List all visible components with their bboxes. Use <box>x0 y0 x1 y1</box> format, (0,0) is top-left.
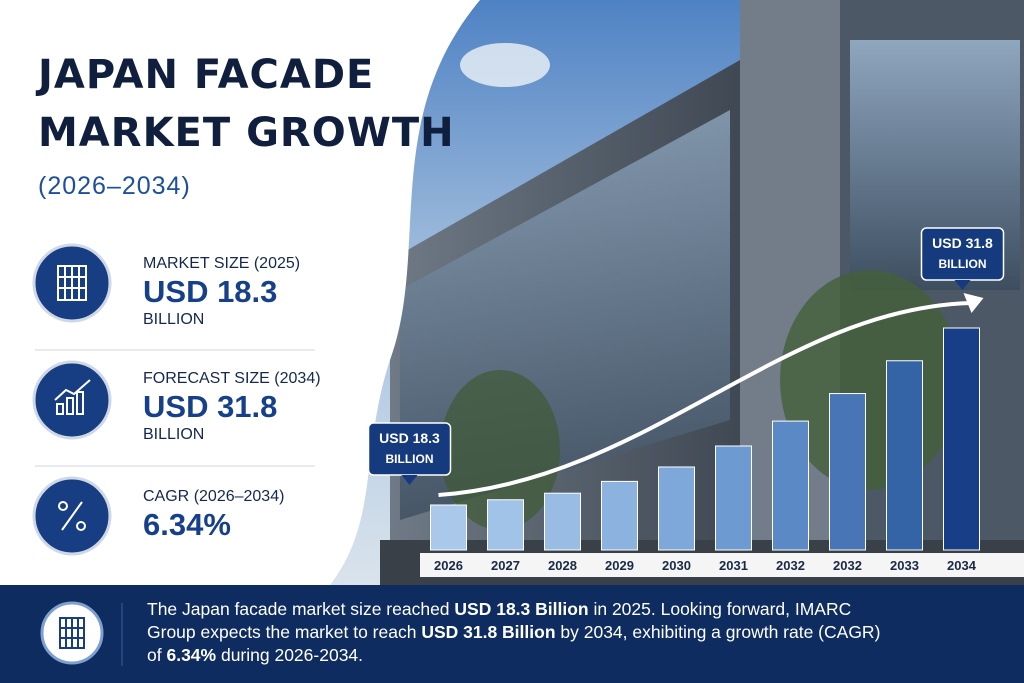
title: JAPAN FACADE MARKET GROWTH <box>38 46 455 162</box>
bar <box>886 360 923 551</box>
bar <box>487 499 524 551</box>
arrow-head <box>963 293 984 313</box>
x-tick-label: 2029 <box>605 558 634 573</box>
bar <box>772 420 809 551</box>
x-tick-label: 2028 <box>548 558 577 573</box>
bar <box>658 466 695 551</box>
footer-segment: The Japan facade market size reached <box>147 599 455 619</box>
callout-pointer <box>954 280 971 290</box>
stat-unit: BILLION <box>143 311 205 328</box>
title-line: JAPAN FACADE <box>38 52 375 98</box>
stat-label: MARKET SIZE <box>143 255 250 272</box>
x-tick-label: 2027 <box>491 558 520 573</box>
bar <box>943 327 980 551</box>
title-line: MARKET GROWTH <box>38 110 455 156</box>
x-tick-label: 2031 <box>719 558 748 573</box>
footer-segment: by 2034, exhibiting a growth rate (CAGR)… <box>147 622 881 665</box>
callout-text: BILLION <box>386 452 434 466</box>
stat: FORECAST SIZE (2034) USD 31.8 BILLION <box>143 370 321 444</box>
callout-text: USD 31.8 <box>932 235 993 251</box>
stat-unit: BILLION <box>143 426 205 443</box>
footer-segment: USD 31.8 Billion <box>421 622 556 642</box>
x-tick-label: 2026 <box>434 558 463 573</box>
bar <box>601 480 638 551</box>
footer-segment: 6.34% <box>166 645 217 665</box>
callout-pointer <box>401 475 418 485</box>
stat-value: USD 18.3 <box>143 274 278 309</box>
stat-note: (2025) <box>253 255 301 272</box>
footer-text: The Japan facade market size reached USD… <box>147 598 892 667</box>
x-tick-label: 2030 <box>662 558 691 573</box>
stat-note: (2026–2034) <box>193 488 285 505</box>
footer-segment: USD 18.3 Billion <box>454 599 589 619</box>
stat-note: (2034) <box>274 370 321 387</box>
callout-text: USD 18.3 <box>379 430 440 446</box>
period: (2026–2034) <box>38 172 191 200</box>
stat-label: FORECAST SIZE <box>143 370 270 387</box>
footer-segment: in 2025. Looking forward, IMARC Group ex… <box>147 599 852 642</box>
stat: MARKET SIZE (2025) USD 18.3 BILLION <box>143 255 300 329</box>
stat-label: CAGR <box>143 488 190 505</box>
x-tick-label: 2033 <box>890 558 919 573</box>
x-tick-label: 2032 <box>833 558 862 573</box>
bar <box>829 393 866 551</box>
trend-arrow <box>438 301 972 497</box>
bar <box>430 504 467 551</box>
x-tick-label: 2032 <box>776 558 805 573</box>
stat-value: USD 31.8 <box>143 389 278 424</box>
bar <box>544 492 581 551</box>
callout-text: BILLION <box>939 257 987 271</box>
x-tick-label: 2034 <box>947 558 977 573</box>
bar <box>715 445 752 551</box>
stat-value: 6.34% <box>143 507 231 542</box>
footer-segment: during 2026-2034. <box>216 645 364 665</box>
stat: CAGR (2026–2034) 6.34% <box>143 488 284 544</box>
